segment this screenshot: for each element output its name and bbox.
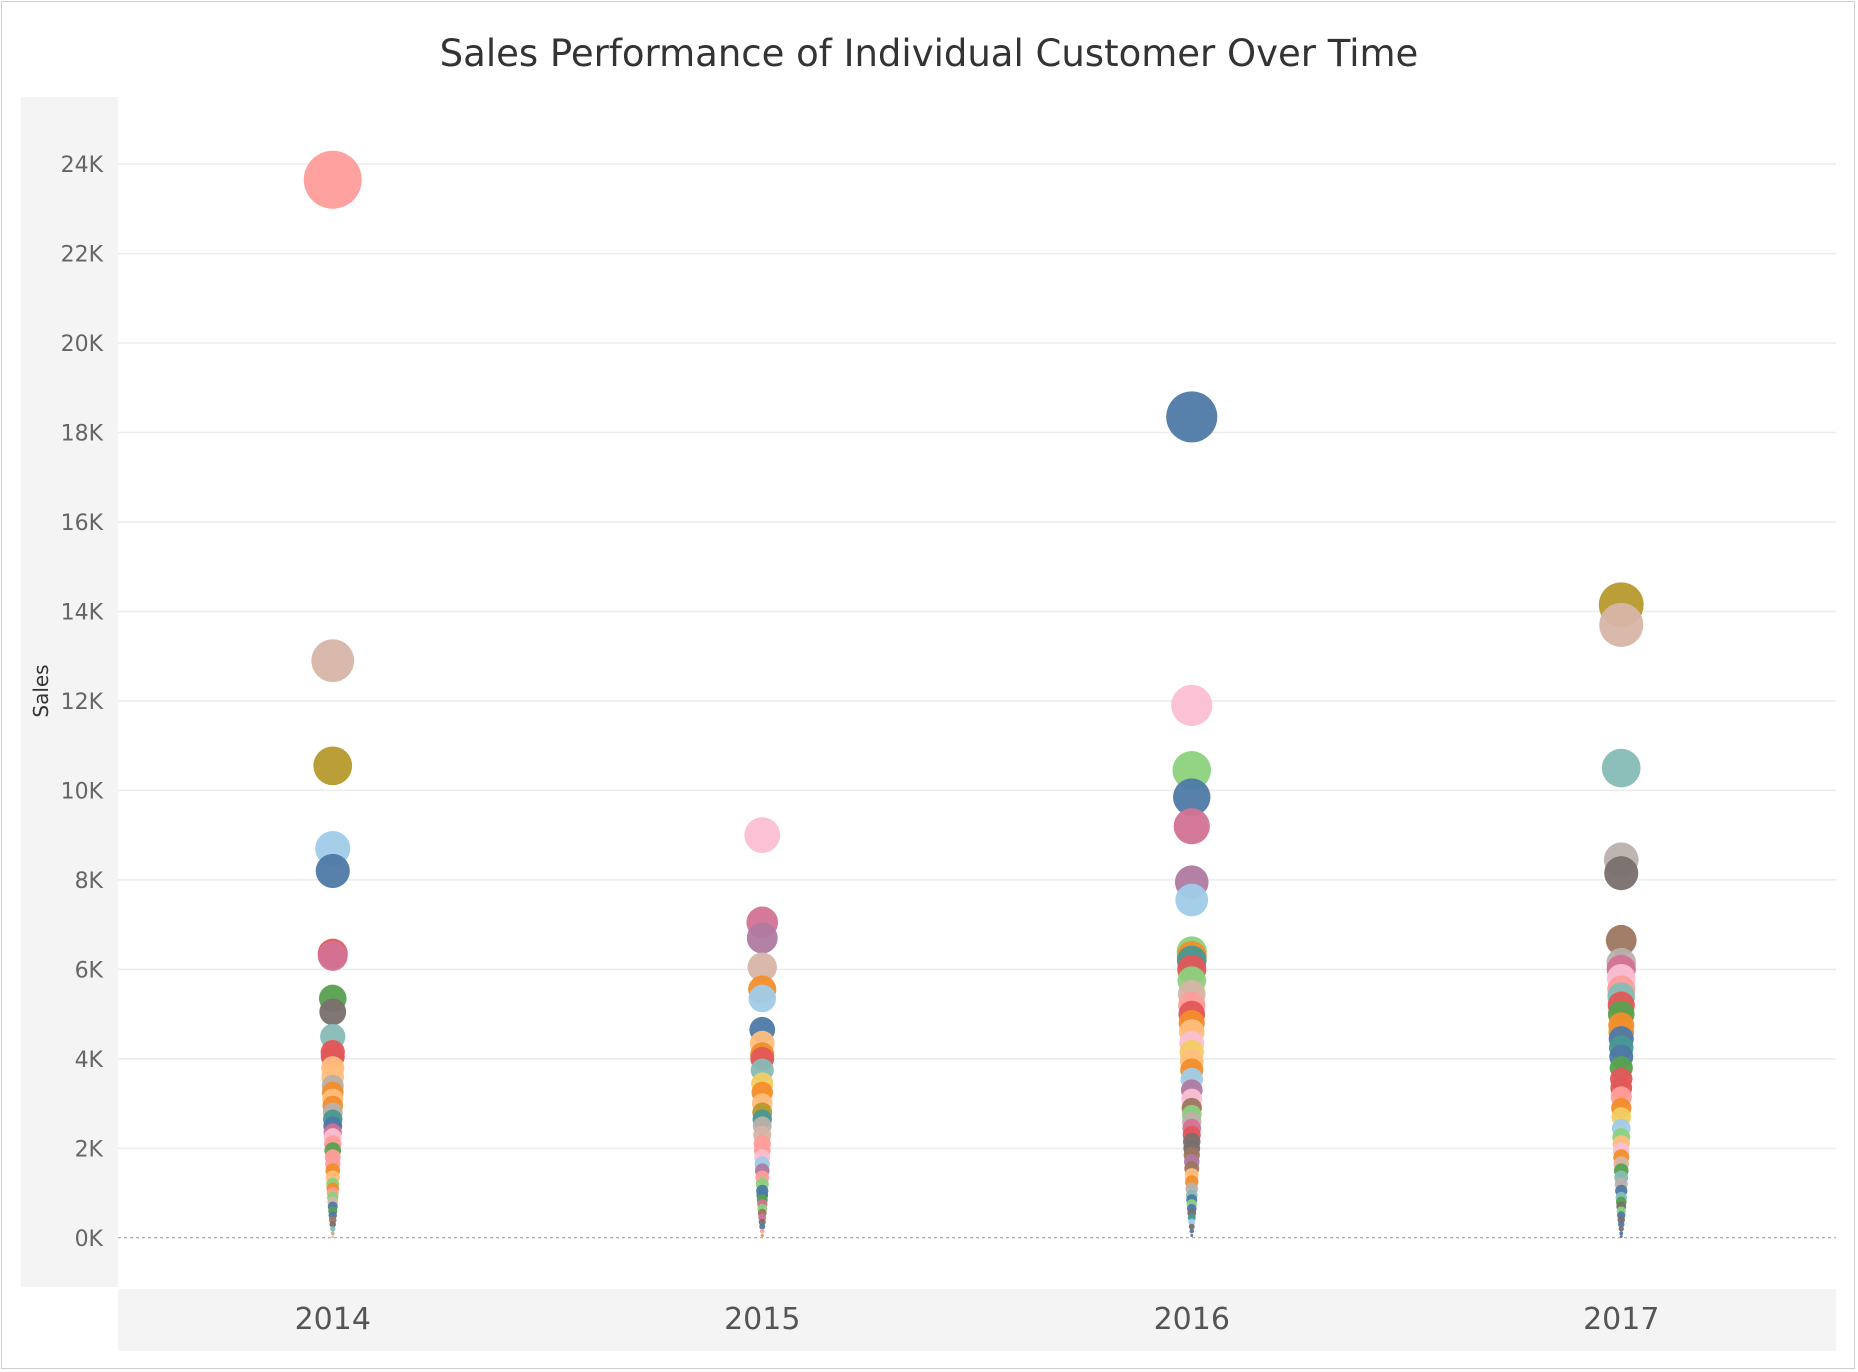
data-point [759, 1223, 766, 1230]
y-tick-label: 12K [61, 690, 104, 715]
gridlines [118, 163, 1836, 1239]
data-point [319, 998, 347, 1026]
x-tick-label: 2017 [1583, 1302, 1659, 1337]
x-tick-label: 2015 [724, 1302, 800, 1337]
y-axis-title: Sales [29, 664, 53, 717]
data-point [760, 1234, 764, 1238]
y-axis-panel [21, 97, 118, 1287]
data-point [330, 1226, 336, 1232]
y-tick-label: 20K [61, 332, 104, 357]
data-point [1190, 1234, 1194, 1238]
data-point [1188, 1218, 1196, 1226]
data-point [1166, 391, 1218, 443]
data-point [1617, 1221, 1625, 1228]
y-tick-label: 22K [61, 243, 104, 268]
data-point [311, 639, 355, 683]
data-point [1601, 748, 1641, 788]
x-axis-ticks: 2014 2015 2016 2017 [295, 1302, 1660, 1337]
data-point [1188, 1223, 1195, 1230]
data-point [1173, 808, 1210, 845]
y-tick-label: 18K [61, 422, 104, 447]
data-point [1619, 1231, 1624, 1236]
x-tick-label: 2016 [1154, 1302, 1230, 1337]
data-point [315, 853, 350, 889]
data-point [1618, 1226, 1624, 1232]
y-axis-ticks: 0K 2K 4K 6K 8K 10K 12K 14K 16K 18K 20K 22K 24K [61, 153, 104, 1252]
data-point [313, 746, 353, 786]
y-tick-label: 14K [61, 600, 104, 625]
data-point [1175, 883, 1209, 917]
y-tick-label: 8K [75, 869, 104, 894]
x-axis-panel [118, 1289, 1836, 1351]
y-tick-label: 2K [75, 1137, 104, 1162]
chart-title: Sales Performance of Individual Customer… [440, 32, 1419, 75]
y-tick-label: 16K [61, 511, 104, 536]
data-point [746, 922, 778, 954]
data-point [758, 1218, 766, 1226]
data-point [748, 984, 777, 1013]
x-tick-label: 2014 [295, 1302, 371, 1337]
data-point [1172, 751, 1212, 790]
y-tick-label: 10K [61, 779, 104, 804]
y-tick-label: 0K [75, 1227, 104, 1252]
data-points [303, 150, 1644, 1239]
data-point [1605, 924, 1637, 956]
data-point [1173, 778, 1211, 816]
data-point [303, 150, 362, 209]
data-point [747, 952, 777, 982]
data-point [317, 940, 348, 971]
data-point [1171, 684, 1213, 726]
data-point [329, 1221, 337, 1228]
data-point [759, 1228, 765, 1234]
data-point [1189, 1228, 1195, 1234]
y-tick-label: 24K [61, 153, 104, 178]
y-tick-label: 6K [75, 958, 104, 983]
data-point [744, 817, 781, 854]
data-point [1619, 1234, 1623, 1238]
data-point [1599, 602, 1644, 647]
data-point [1604, 856, 1639, 891]
data-point [331, 1235, 335, 1239]
y-tick-label: 4K [75, 1048, 104, 1073]
data-point [330, 1231, 335, 1236]
